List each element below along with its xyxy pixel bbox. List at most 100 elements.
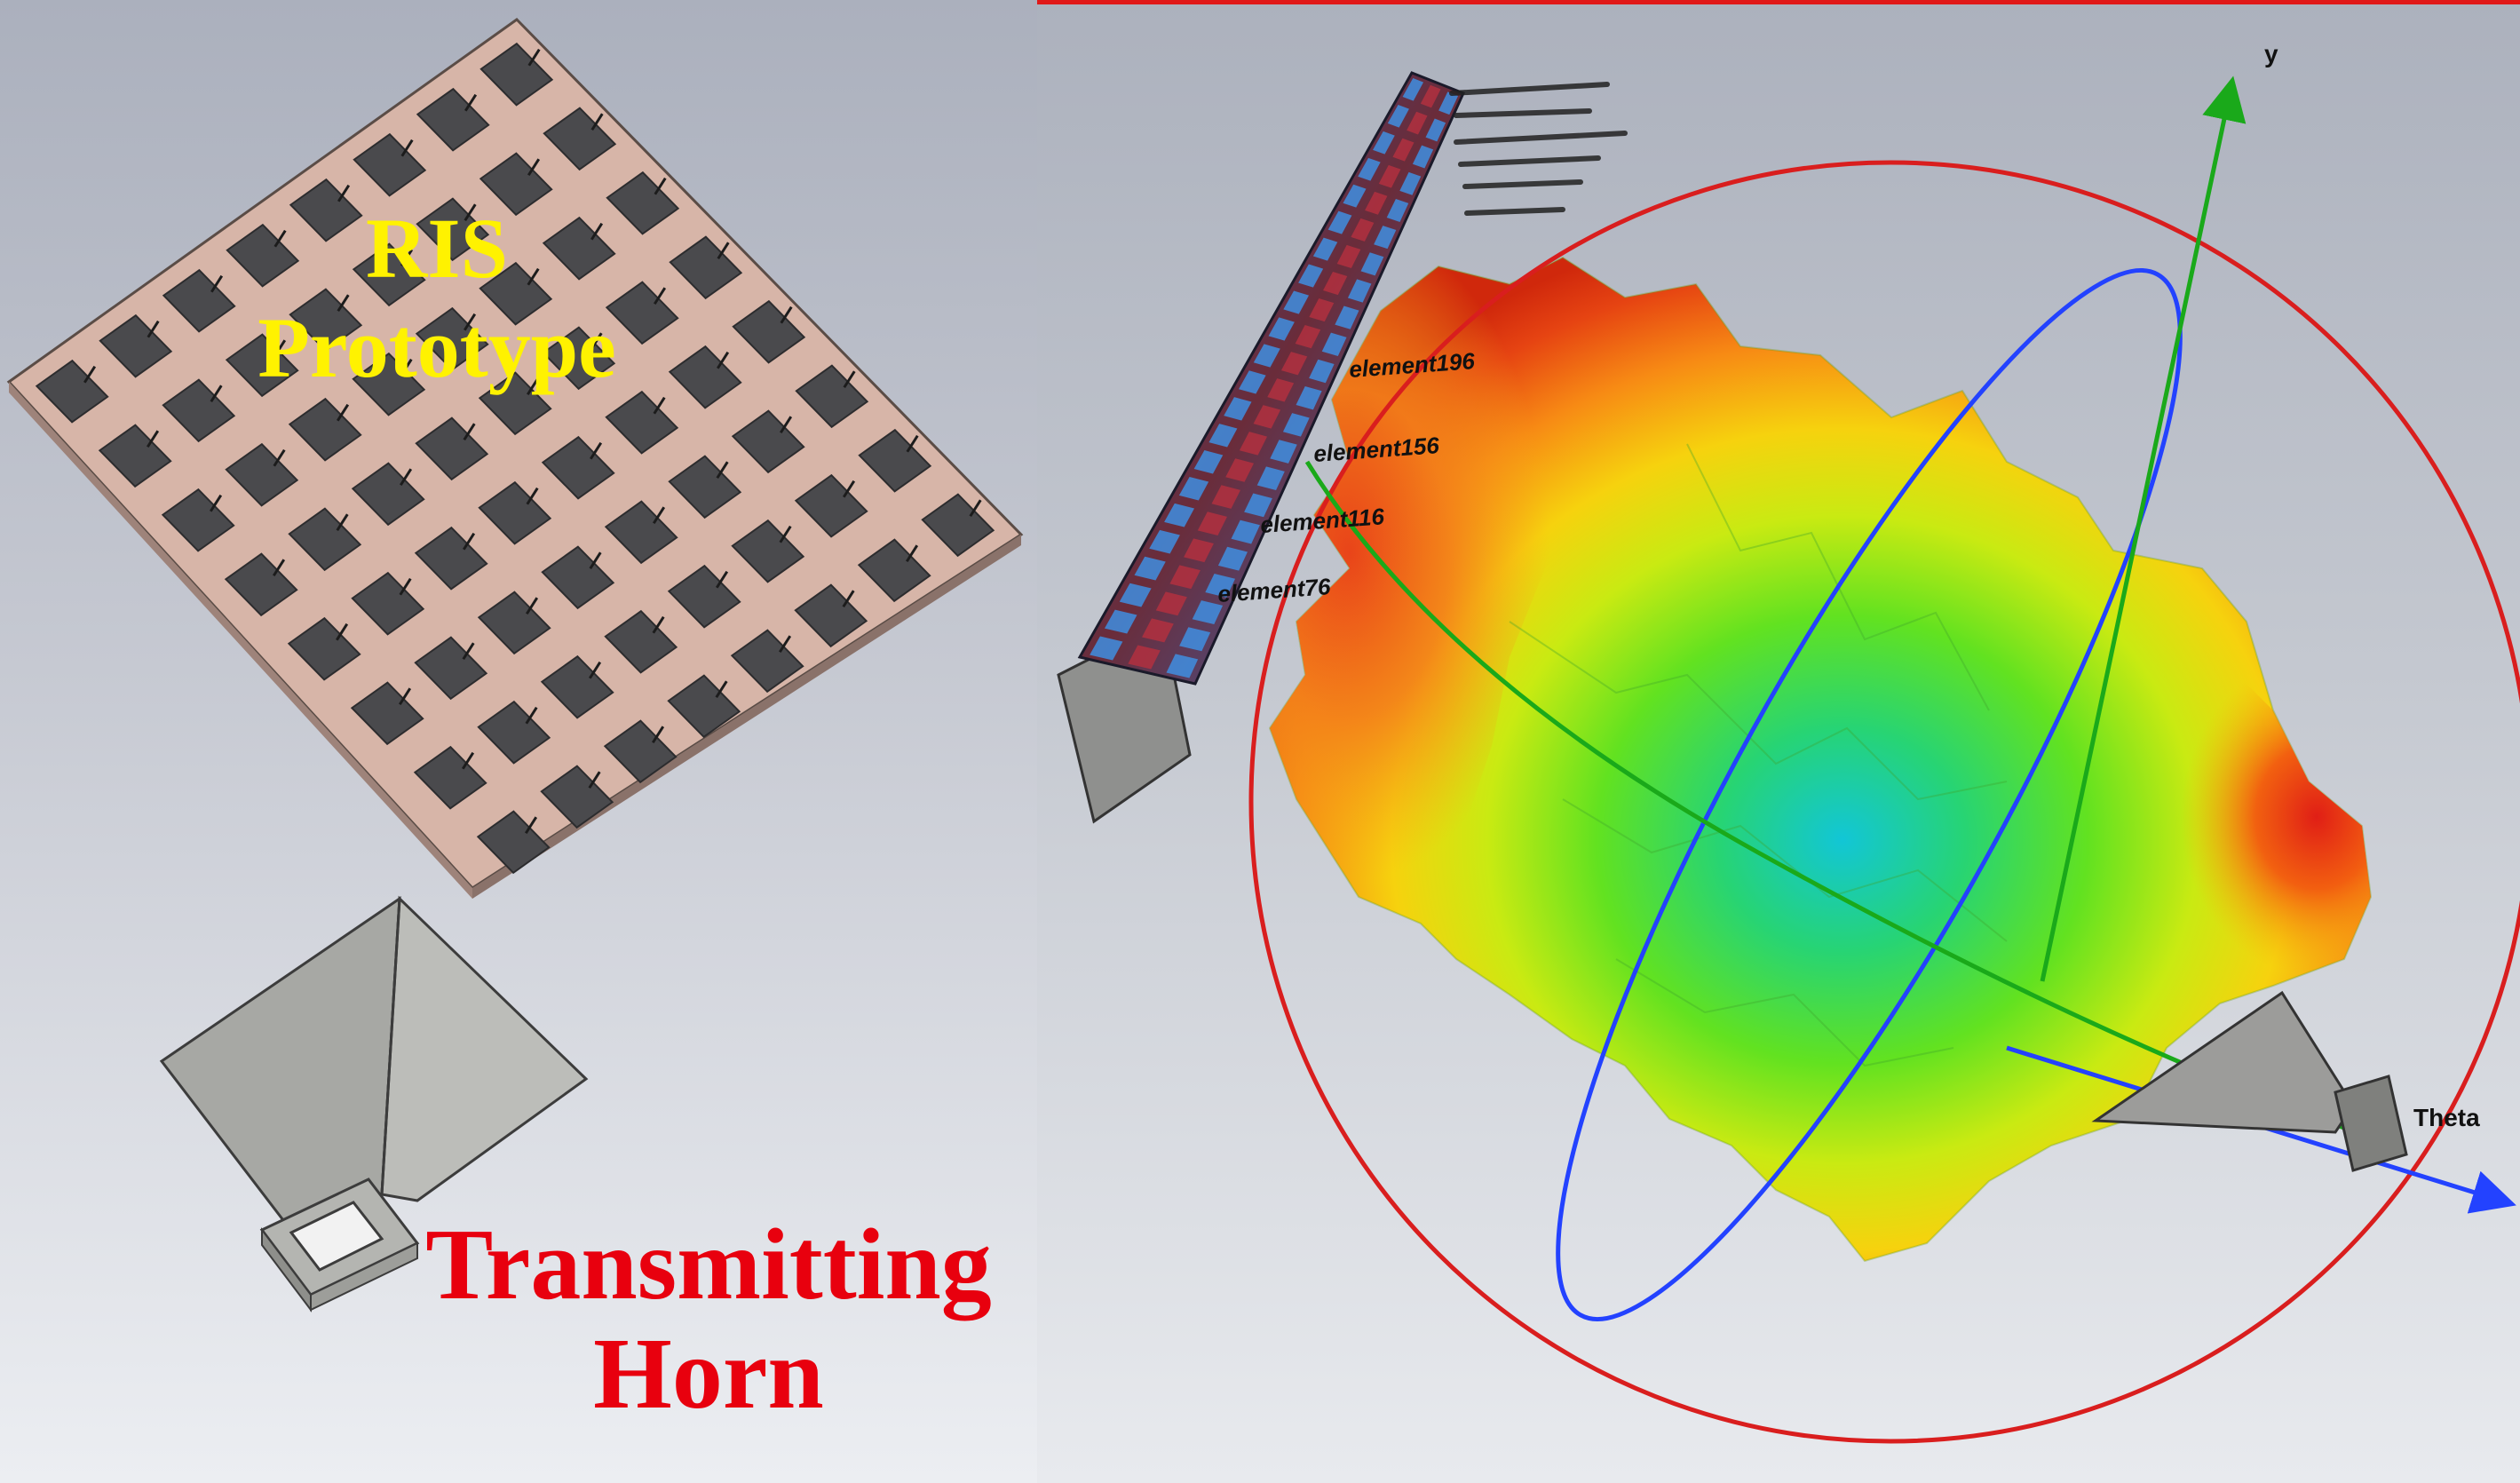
- ris-patch-element: [225, 442, 299, 507]
- ris-patch-element: [350, 681, 424, 746]
- ris-patch-element: [667, 674, 741, 739]
- ris-feed-line: [527, 267, 540, 286]
- ris-patch-element: [604, 609, 678, 674]
- ris-3d-cell: [1402, 78, 1424, 101]
- ris-3d-cell: [1268, 317, 1295, 341]
- ris-3d-cell: [1217, 546, 1248, 571]
- ris-label-line1: RIS: [366, 201, 508, 296]
- ris-3d-cell: [1205, 573, 1236, 598]
- ris-patch-element: [541, 435, 615, 500]
- ris-3d-cell: [1321, 332, 1347, 356]
- y-axis-label: y: [2264, 40, 2278, 67]
- ris-feed-line: [146, 430, 160, 448]
- ris-feed-line: [273, 448, 286, 467]
- ris-3d-cell: [1295, 325, 1321, 349]
- ris-patch-element: [478, 480, 552, 545]
- ris-patch-element: [35, 359, 109, 424]
- ris-patch-element: [416, 197, 490, 262]
- ris-3d-cell: [1253, 344, 1280, 368]
- ris-3d-cell: [1128, 645, 1161, 670]
- ris-patch-element: [352, 352, 426, 416]
- ris-feed-line: [525, 597, 539, 615]
- ris-feed-line: [461, 751, 475, 770]
- ris-patch-element: [479, 152, 553, 217]
- ris-3d-cell: [1312, 237, 1338, 261]
- ris-patch-element: [667, 564, 741, 629]
- ris-patch-element: [669, 235, 743, 300]
- ris-feed-line: [588, 661, 602, 679]
- ris-patch-element: [351, 571, 425, 636]
- ris-3d-cell: [1386, 198, 1409, 222]
- ris-patch-element: [540, 654, 614, 719]
- horn-right-face: [380, 895, 589, 1202]
- ris-feed-line: [83, 365, 97, 384]
- ris-3d-cell: [1323, 271, 1348, 296]
- horn-waveguide-bottom: [310, 1241, 418, 1312]
- ris-patch-element: [479, 42, 554, 107]
- ris-3d-cell: [1239, 432, 1268, 456]
- element-label-cluster: [1449, 82, 1628, 216]
- ris-3d-cell: [1192, 600, 1224, 625]
- ris-3d-cell: [1253, 405, 1281, 429]
- ris-feed-line: [905, 544, 919, 563]
- ris-3d-cell: [1360, 252, 1384, 276]
- ris-3d-cell: [1244, 493, 1272, 518]
- ris-3d-cell: [1309, 297, 1335, 322]
- ris-feed-line: [335, 623, 349, 641]
- ris-feed-line: [337, 184, 351, 202]
- ris-patch-element: [605, 390, 679, 455]
- ris-feed-line: [336, 513, 349, 532]
- ris-feed-line: [524, 816, 538, 835]
- ris-feed-line: [526, 377, 540, 396]
- ris-patch-element: [353, 132, 427, 197]
- theta-arc: [1304, 460, 2345, 1130]
- ris-feed-line: [590, 113, 604, 131]
- ris-3d-cell: [1407, 111, 1428, 135]
- ris-patch-element: [540, 765, 614, 829]
- ris-3d-cell: [1374, 226, 1397, 250]
- ris-patch-element: [730, 629, 804, 694]
- ris-patch-grid: [35, 42, 995, 875]
- ris-3d-cell: [1179, 627, 1211, 652]
- ris-feed-line: [209, 494, 223, 512]
- ris-3d-cell: [1420, 84, 1441, 108]
- ris-patch-element: [415, 306, 489, 371]
- ris-feed-line: [778, 635, 792, 654]
- ris-patch-element: [161, 488, 235, 552]
- ris-feed-line: [273, 339, 287, 358]
- ris-3d-cell: [1211, 485, 1240, 509]
- ris-patch-element: [731, 409, 805, 474]
- ris-patch-element: [921, 493, 995, 558]
- ris-3d-cell: [1208, 424, 1238, 448]
- ris-feed-line: [526, 487, 539, 505]
- ris-3d-cell: [1193, 450, 1224, 474]
- ris-3d-cell: [1282, 413, 1310, 437]
- ris-patch-element: [225, 333, 299, 398]
- ris-feed-line: [525, 706, 538, 725]
- ris-patch-element: [858, 428, 932, 493]
- ris-feed-line: [398, 687, 412, 706]
- ris-3d-cell: [1327, 210, 1352, 234]
- ris-patch-element: [605, 281, 679, 345]
- ris-patch-element: [288, 397, 362, 462]
- ris-3d-cell: [1164, 503, 1195, 527]
- y-axis-arrow: [2040, 75, 2247, 982]
- ris-feed-line: [337, 294, 350, 313]
- ris-3d-cell: [1347, 279, 1372, 303]
- ris-3d-cell: [1309, 359, 1335, 384]
- ris-patch-element: [226, 223, 300, 288]
- ris-3d-cell: [1399, 171, 1422, 195]
- ris-patch-element: [477, 700, 551, 765]
- ris-feed-line: [588, 771, 601, 789]
- ris-feed-line: [653, 396, 666, 415]
- ris-feed-line: [589, 551, 602, 570]
- far-field-boundary-circle: [1248, 160, 2520, 1444]
- ris-3d-cell: [1155, 591, 1187, 616]
- ris-feed-line: [779, 525, 792, 543]
- ris-substrate-edge-right: [472, 535, 1021, 899]
- ris-patch-element: [414, 636, 488, 701]
- theta-axis-label: Theta: [2413, 1104, 2480, 1131]
- ris-3d-cell: [1256, 466, 1285, 491]
- top-red-border: [1037, 0, 2520, 4]
- ris-feed-line: [654, 177, 667, 195]
